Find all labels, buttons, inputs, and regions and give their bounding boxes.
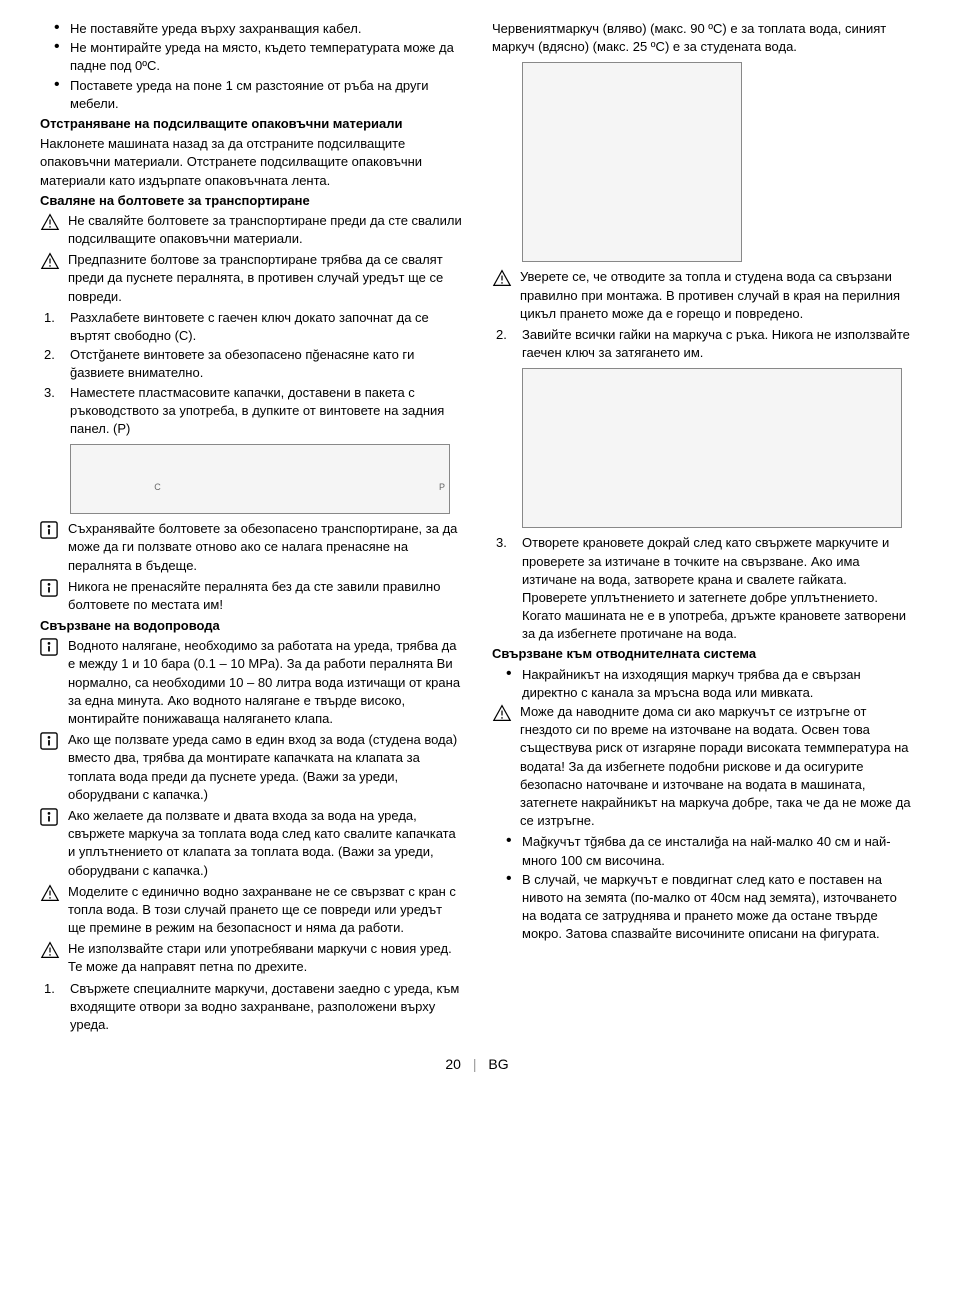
tighten-figure	[522, 368, 902, 528]
list-item: Поставете уреда на поне 1 см разстояние …	[58, 77, 462, 113]
panel-label: P	[439, 481, 445, 494]
list-item: Маğкучът тğябва да се инсталиğа на най-м…	[510, 833, 914, 869]
info-note: Ако ще ползвате уреда само в един вход з…	[40, 731, 462, 804]
warning-note: Не сваляйте болтовете за транспортиране …	[40, 212, 462, 248]
bolt-removal-figure: C P	[70, 444, 450, 514]
drain-bullets: Накрайникът на изходящия маркуч трябва д…	[492, 666, 914, 702]
step-text: Наместете пластмасовите капачки, доставе…	[70, 385, 444, 436]
step-item: 2.Завийте всички гайки на маркуча с ръка…	[492, 326, 914, 362]
warning-text: Моделите с единично водно захранване не …	[68, 883, 462, 938]
warning-text: Предпазните болтове за транспортиране тр…	[68, 251, 462, 306]
left-column: Не поставяйте уреда върху захранващия ка…	[40, 20, 462, 1035]
warning-text: Не използвайте стари или употребявани ма…	[68, 940, 462, 976]
paragraph: Наклонете машината назад за да отстранит…	[40, 135, 462, 190]
warning-text: Не сваляйте болтовете за транспортиране …	[68, 212, 462, 248]
step-item: 3.Наместете пластмасовите капачки, доста…	[40, 384, 462, 439]
top-bullet-list: Не поставяйте уреда върху захранващия ка…	[40, 20, 462, 113]
step-item: 3.Отворете крановете докрай след като св…	[492, 534, 914, 643]
paragraph: Червениятмаркуч (вляво) (макс. 90 ºС) е …	[492, 20, 914, 56]
step-text: Завийте всички гайки на маркуча с ръка. …	[522, 327, 910, 360]
right-column: Червениятмаркуч (вляво) (макс. 90 ºС) е …	[492, 20, 914, 1035]
info-text: Ако желаете да ползвате и двата входа за…	[68, 807, 462, 880]
step-text: Разхлабете винтовете с гаечен ключ докат…	[70, 310, 429, 343]
bolt-steps: 1.Разхлабете винтовете с гаечен ключ док…	[40, 309, 462, 438]
warning-text: Може да наводните дома си ако маркучът с…	[520, 703, 914, 830]
warning-icon	[40, 941, 60, 961]
warning-note: Предпазните болтове за транспортиране тр…	[40, 251, 462, 306]
info-text: Никога не пренасяйте пералнята без да ст…	[68, 578, 462, 614]
hose-steps: 1.Свържете специалните маркучи, доставен…	[40, 980, 462, 1035]
info-note: Ако желаете да ползвате и двата входа за…	[40, 807, 462, 880]
step-item: 2.Отстğанете винтовете за обезопасено пğ…	[40, 346, 462, 382]
heading-water: Свързване на водопровода	[40, 617, 462, 635]
info-note: Съхранявайте болтовете за обезопасено тр…	[40, 520, 462, 575]
warning-note: Не използвайте стари или употребявани ма…	[40, 940, 462, 976]
step-text: Отстğанете винтовете за обезопасено пğен…	[70, 347, 414, 380]
warning-icon	[40, 252, 60, 272]
warning-note: Моделите с единично водно захранване не …	[40, 883, 462, 938]
heading-bolts: Сваляне на болтовете за транспортиране	[40, 192, 462, 210]
heading-packaging: Отстраняване на подсилващите опаковъчни …	[40, 115, 462, 133]
step-text: Отворете крановете докрай след като свър…	[522, 535, 906, 641]
warning-icon	[40, 213, 60, 233]
warning-text: Уверете се, че отводите за топла и студе…	[520, 268, 914, 323]
nut-steps: 2.Завийте всички гайки на маркуча с ръка…	[492, 326, 914, 362]
tap-steps: 3.Отворете крановете докрай след като св…	[492, 534, 914, 643]
page-footer: 20 | BG	[40, 1055, 914, 1075]
warning-icon	[492, 269, 512, 289]
hose-connection-figure	[522, 62, 742, 262]
list-item: В случай, че маркучът е повдигнат след к…	[510, 871, 914, 944]
info-text: Съхранявайте болтовете за обезопасено тр…	[68, 520, 462, 575]
info-text: Водното налягане, необходимо за работата…	[68, 637, 462, 728]
info-icon	[40, 579, 60, 599]
warning-note: Може да наводните дома си ако маркучът с…	[492, 703, 914, 830]
footer-separator: |	[473, 1056, 477, 1072]
heading-drain: Свързване към отводнителната система	[492, 645, 914, 663]
info-note: Никога не пренасяйте пералнята без да ст…	[40, 578, 462, 614]
warning-icon	[492, 704, 512, 724]
list-item: Накрайникът на изходящия маркуч трябва д…	[510, 666, 914, 702]
step-text: Свържете специалните маркучи, доставени …	[70, 981, 459, 1032]
list-item: Не поставяйте уреда върху захранващия ка…	[58, 20, 462, 38]
info-note: Водното налягане, необходимо за работата…	[40, 637, 462, 728]
step-item: 1.Свържете специалните маркучи, доставен…	[40, 980, 462, 1035]
list-item: Не монтирайте уреда на място, където тем…	[58, 39, 462, 75]
warning-icon	[40, 884, 60, 904]
page-number: 20	[445, 1056, 461, 1072]
info-icon	[40, 732, 60, 752]
info-text: Ако ще ползвате уреда само в един вход з…	[68, 731, 462, 804]
step-item: 1.Разхлабете винтовете с гаечен ключ док…	[40, 309, 462, 345]
info-icon	[40, 808, 60, 828]
page-lang: BG	[488, 1056, 508, 1072]
info-icon	[40, 638, 60, 658]
drain-bullets-2: Маğкучът тğябва да се инсталиğа на най-м…	[492, 833, 914, 943]
panel-label: C	[154, 481, 161, 494]
info-icon	[40, 521, 60, 541]
warning-note: Уверете се, че отводите за топла и студе…	[492, 268, 914, 323]
